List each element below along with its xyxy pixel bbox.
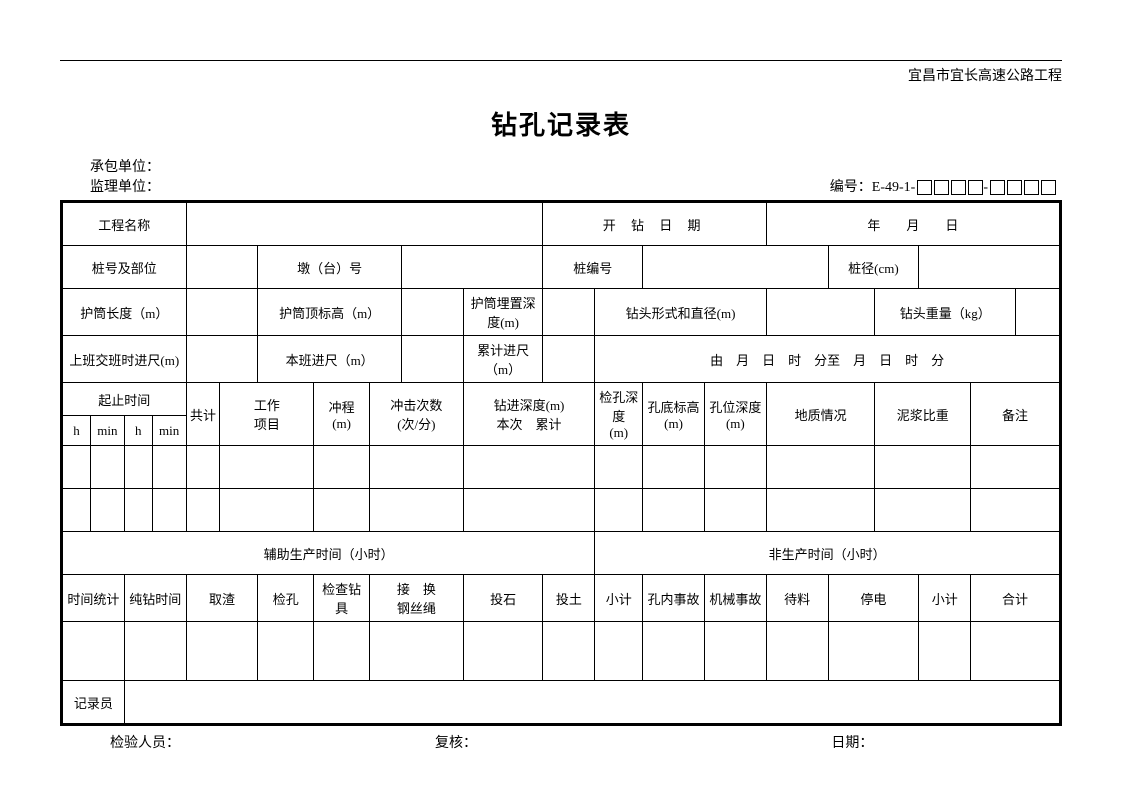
form-number: 编号：E-49-1-- — [830, 176, 1056, 196]
label-mud: 泥浆比重 — [875, 383, 971, 446]
value-casing-top — [401, 289, 463, 336]
value-pier — [401, 246, 543, 289]
label-check-hole: 检孔 — [258, 575, 314, 622]
label-aux-time: 辅助生产时间（小时） — [63, 532, 595, 575]
label-hole-accident: 孔内事故 — [643, 575, 705, 622]
number-label-text: 编号：E-49-1- — [830, 180, 916, 195]
label-slag: 取渣 — [186, 575, 258, 622]
label-remark: 备注 — [971, 383, 1060, 446]
footer-inspector: 检验人员： — [110, 732, 341, 752]
value-dia — [919, 246, 1060, 289]
footer-date: 日期： — [571, 732, 1062, 752]
label-total-h: 共计 — [186, 383, 220, 446]
label-pile-no: 桩编号 — [543, 246, 643, 289]
label-h1: h — [63, 416, 91, 446]
label-rope: 接 换 钢丝绳 — [370, 575, 464, 622]
label-min2: min — [152, 416, 186, 446]
value-casing-len — [186, 289, 258, 336]
box-icon — [917, 180, 932, 195]
contractor-label: 承包单位： — [90, 156, 1062, 176]
label-pier: 墩（台）号 — [258, 246, 402, 289]
label-casing-top: 护筒顶标高（m） — [258, 289, 402, 336]
label-power: 停电 — [828, 575, 919, 622]
value-pile-pos — [186, 246, 258, 289]
label-mech-accident: 机械事故 — [704, 575, 766, 622]
box-icon — [1041, 180, 1056, 195]
label-wait: 待料 — [766, 575, 828, 622]
label-start-date: 开 钻 日 期 — [543, 203, 766, 246]
value-casing-depth — [543, 289, 595, 336]
label-drill-depth: 钻进深度(m) 本次 累计 — [463, 383, 595, 446]
label-period: 由 月 日 时 分至 月 日 时 分 — [595, 336, 1060, 383]
label-pile-pos: 桩号及部位 — [63, 246, 187, 289]
value-total-prog — [543, 336, 595, 383]
box-icon — [1024, 180, 1039, 195]
label-hole-pos: 孔位深度 (m) — [704, 383, 766, 446]
box-icon — [934, 180, 949, 195]
value-bit-wt — [1015, 289, 1059, 336]
drill-record-table: 工程名称 开 钻 日 期 年 月 日 桩号及部位 墩（台）号 桩编号 桩径(cm… — [62, 202, 1060, 724]
page-title: 钻孔记录表 — [60, 105, 1062, 142]
label-geology: 地质情况 — [766, 383, 875, 446]
label-this-shift: 本班进尺（m） — [258, 336, 402, 383]
label-time-stat: 时间统计 — [63, 575, 125, 622]
label-check-depth: 检孔深度 (m) — [595, 383, 643, 446]
label-prev-shift: 上班交班时进尺(m) — [63, 336, 187, 383]
label-bottom-elev: 孔底标高 (m) — [643, 383, 705, 446]
box-icon — [1007, 180, 1022, 195]
label-min1: min — [90, 416, 124, 446]
value-this-shift — [401, 336, 463, 383]
box-icon — [990, 180, 1005, 195]
label-check-tool: 检查钻具 — [314, 575, 370, 622]
label-grand-total: 合计 — [971, 575, 1060, 622]
label-bit-wt: 钻头重量（kg） — [875, 289, 1016, 336]
value-project — [186, 203, 543, 246]
label-time-range: 起止时间 — [63, 383, 187, 416]
label-casing-depth: 护筒埋置深度(m) — [463, 289, 543, 336]
label-dia: 桩径(cm) — [828, 246, 919, 289]
value-recorder — [124, 681, 1059, 724]
label-recorder: 记录员 — [63, 681, 125, 724]
label-hits: 冲击次数 (次/分) — [370, 383, 464, 446]
supervisor-label: 监理单位： — [90, 176, 160, 196]
label-soil: 投土 — [543, 575, 595, 622]
label-project: 工程名称 — [63, 203, 187, 246]
label-pure-drill: 纯钻时间 — [124, 575, 186, 622]
label-work-item: 工作 项目 — [220, 383, 314, 446]
label-stroke: 冲程 (m) — [314, 383, 370, 446]
footer-review: 复核： — [341, 732, 572, 752]
label-subtotal2: 小计 — [919, 575, 971, 622]
box-icon — [951, 180, 966, 195]
value-pile-no — [643, 246, 828, 289]
value-bit-form — [766, 289, 875, 336]
value-prev-shift — [186, 336, 258, 383]
label-bit-form: 钻头形式和直径(m) — [595, 289, 766, 336]
label-total-prog: 累计进尺（m） — [463, 336, 543, 383]
label-h2: h — [124, 416, 152, 446]
value-start-date: 年 月 日 — [766, 203, 1059, 246]
label-non-prod: 非生产时间（小时） — [595, 532, 1060, 575]
label-subtotal1: 小计 — [595, 575, 643, 622]
label-stone: 投石 — [463, 575, 543, 622]
header-project: 宜昌市宜长高速公路工程 — [60, 65, 1062, 85]
label-casing-len: 护筒长度（m） — [63, 289, 187, 336]
box-icon — [968, 180, 983, 195]
